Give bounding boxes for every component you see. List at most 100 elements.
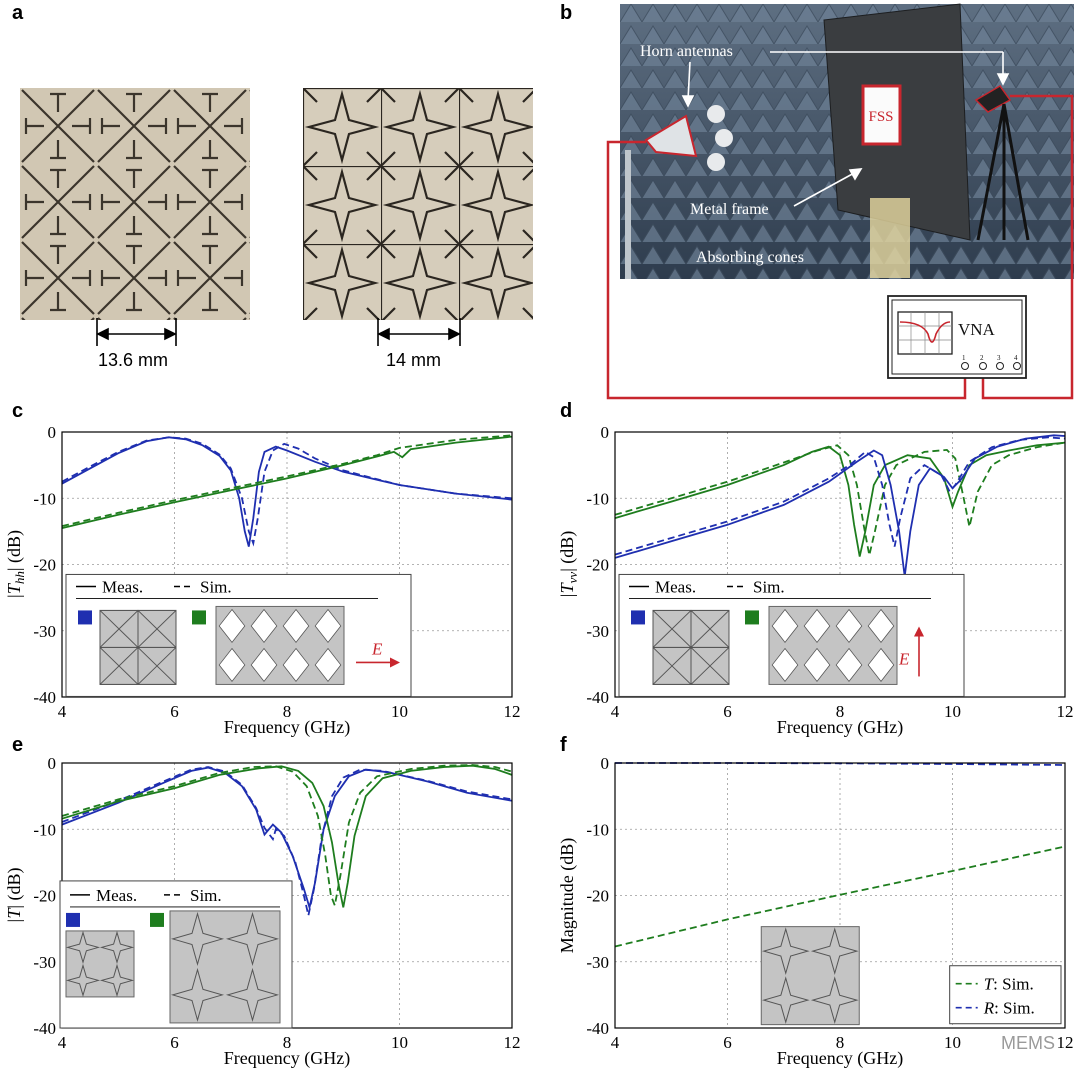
- dimension-left: 13.6 mm: [98, 350, 169, 370]
- legend-sim: Sim.: [190, 886, 222, 905]
- x-axis-label: Frequency (GHz): [224, 1048, 350, 1069]
- fss-sample-photo-right: [303, 88, 533, 320]
- unit-cell-icon: [215, 605, 345, 685]
- series-green-sim: [61, 764, 513, 909]
- y-tick-label: -40: [33, 688, 56, 707]
- series-green-sim: [614, 441, 1066, 556]
- y-axis-label: |Thh| (dB): [4, 530, 27, 599]
- series-green-sim: [61, 434, 513, 527]
- legend-sim: Sim.: [753, 577, 785, 596]
- unit-cell-icon: [169, 910, 281, 1024]
- series-blue-sim: [614, 436, 1066, 556]
- x-tick-label: 8: [283, 1033, 292, 1052]
- watermark: MEMS: [1001, 1033, 1055, 1053]
- e-field-label: E: [898, 649, 910, 668]
- x-tick-label: 8: [836, 702, 845, 721]
- legend-entry: R: Sim.: [983, 999, 1035, 1018]
- legend: Meas. Sim. E: [618, 573, 965, 697]
- unit-cell-icon: [768, 605, 898, 685]
- panel-label-a: a: [12, 2, 24, 24]
- chart-f: 4 6 8 10 12 0 -10 -20 -30 -40 Frequency (GHz) Magni…: [557, 754, 1074, 1069]
- x-tick-label: 8: [283, 702, 292, 721]
- x-tick-label: 4: [611, 1033, 620, 1052]
- series-green-meas: [61, 435, 513, 529]
- port-4-label: 4: [1014, 354, 1018, 362]
- x-tick-label: 6: [723, 702, 732, 721]
- y-tick-label: 0: [48, 754, 57, 773]
- legend-meas: Meas.: [655, 577, 696, 596]
- fss-sample-photo-left: [20, 88, 250, 320]
- y-axis-label: |T| (dB): [4, 867, 25, 923]
- y-tick-label: -20: [33, 556, 56, 575]
- y-tick-label: -40: [586, 688, 609, 707]
- x-axis-label: Frequency (GHz): [777, 1048, 903, 1069]
- blue-swatch: [66, 912, 80, 927]
- y-tick-label: 0: [601, 754, 610, 773]
- fss-sample: [861, 84, 902, 146]
- green-swatch: [192, 610, 206, 625]
- x-tick-label: 10: [944, 1033, 961, 1052]
- legend: Meas. Sim. E: [65, 573, 412, 697]
- x-tick-label: 6: [170, 702, 179, 721]
- y-tick-label: -20: [586, 556, 609, 575]
- port-1-label: 1: [962, 354, 966, 362]
- unit-cell-icon: [652, 609, 730, 685]
- y-tick-label: -40: [586, 1019, 609, 1038]
- x-tick-label: 12: [1057, 1033, 1074, 1052]
- measurement-setup: FSS Horn antennas Metal frame Absorbing …: [606, 3, 1074, 400]
- y-tick-label: -10: [33, 489, 56, 508]
- e-field-arrow: E: [898, 626, 924, 677]
- unit-cell-icon: [65, 930, 135, 998]
- x-tick-label: 4: [58, 1033, 67, 1052]
- dimension-right: 14 mm: [386, 350, 442, 370]
- legend-meas: Meas.: [102, 577, 143, 596]
- chart-d: 4 6 8 10 12 0 -10 -20 -30 -40 Frequency (GHz) |Tvv|…: [557, 423, 1074, 738]
- plot-frame: [614, 431, 1066, 698]
- blue-swatch: [78, 610, 92, 625]
- y-tick-label: -30: [586, 622, 609, 641]
- horn-antenna-right: [974, 85, 1012, 113]
- e-field-label: E: [371, 639, 383, 658]
- y-tick-label: -30: [33, 622, 56, 641]
- horn-antenna-left: [644, 114, 698, 158]
- plot-frame: [61, 431, 513, 698]
- plot-frame: [614, 762, 1066, 1029]
- x-tick-label: 10: [391, 702, 408, 721]
- fss-label: FSS: [868, 109, 893, 125]
- unit-cell-icon: [760, 926, 860, 1026]
- legend-entry: T: Sim.: [984, 975, 1034, 994]
- series-green-meas: [614, 441, 1066, 557]
- panel-label-b: b: [560, 2, 573, 24]
- y-tick-label: -30: [33, 953, 56, 972]
- horn-antennas-label: Horn antennas: [640, 43, 733, 60]
- series-blue-meas: [614, 434, 1066, 577]
- panel-label-f: f: [560, 734, 567, 756]
- x-tick-label: 4: [58, 702, 67, 721]
- legend: Meas. Sim.: [59, 880, 293, 1029]
- x-tick-label: 12: [504, 702, 521, 721]
- y-axis-label: |Tvv| (dB): [557, 531, 580, 599]
- y-axis-label: Magnitude (dB): [557, 838, 578, 953]
- unit-cell-icon: [99, 609, 177, 685]
- series-blue-sim: [61, 766, 513, 916]
- legend-meas: Meas.: [96, 886, 137, 905]
- y-tick-label: -20: [33, 887, 56, 906]
- x-tick-label: 6: [170, 1033, 179, 1052]
- y-tick-label: -10: [586, 820, 609, 839]
- port-2-label: 2: [980, 354, 984, 362]
- vna-instrument: VNA 1 2 3 4: [887, 295, 1027, 379]
- green-swatch: [150, 912, 164, 927]
- panel-label-c: c: [12, 400, 24, 422]
- y-tick-label: -10: [33, 820, 56, 839]
- chart-c: 4 6 8 10 12 0 -10 -20 -30 -40 Frequency (GHz) |Thh|…: [4, 423, 521, 738]
- x-tick-label: 6: [723, 1033, 732, 1052]
- port-3-label: 3: [997, 354, 1001, 362]
- chart-e: 4 6 8 10 12 0 -10 -20 -30 -40 Frequency (GHz) |T| (…: [4, 754, 521, 1069]
- blue-swatch: [631, 610, 645, 625]
- legend: T: Sim. R: Sim.: [949, 965, 1062, 1025]
- dimension-arrows: [96, 318, 461, 346]
- panel-label-e: e: [12, 734, 24, 756]
- metal-frame-label: Metal frame: [690, 201, 769, 218]
- y-tick-label: 0: [48, 423, 57, 442]
- x-axis-label: Frequency (GHz): [777, 717, 903, 738]
